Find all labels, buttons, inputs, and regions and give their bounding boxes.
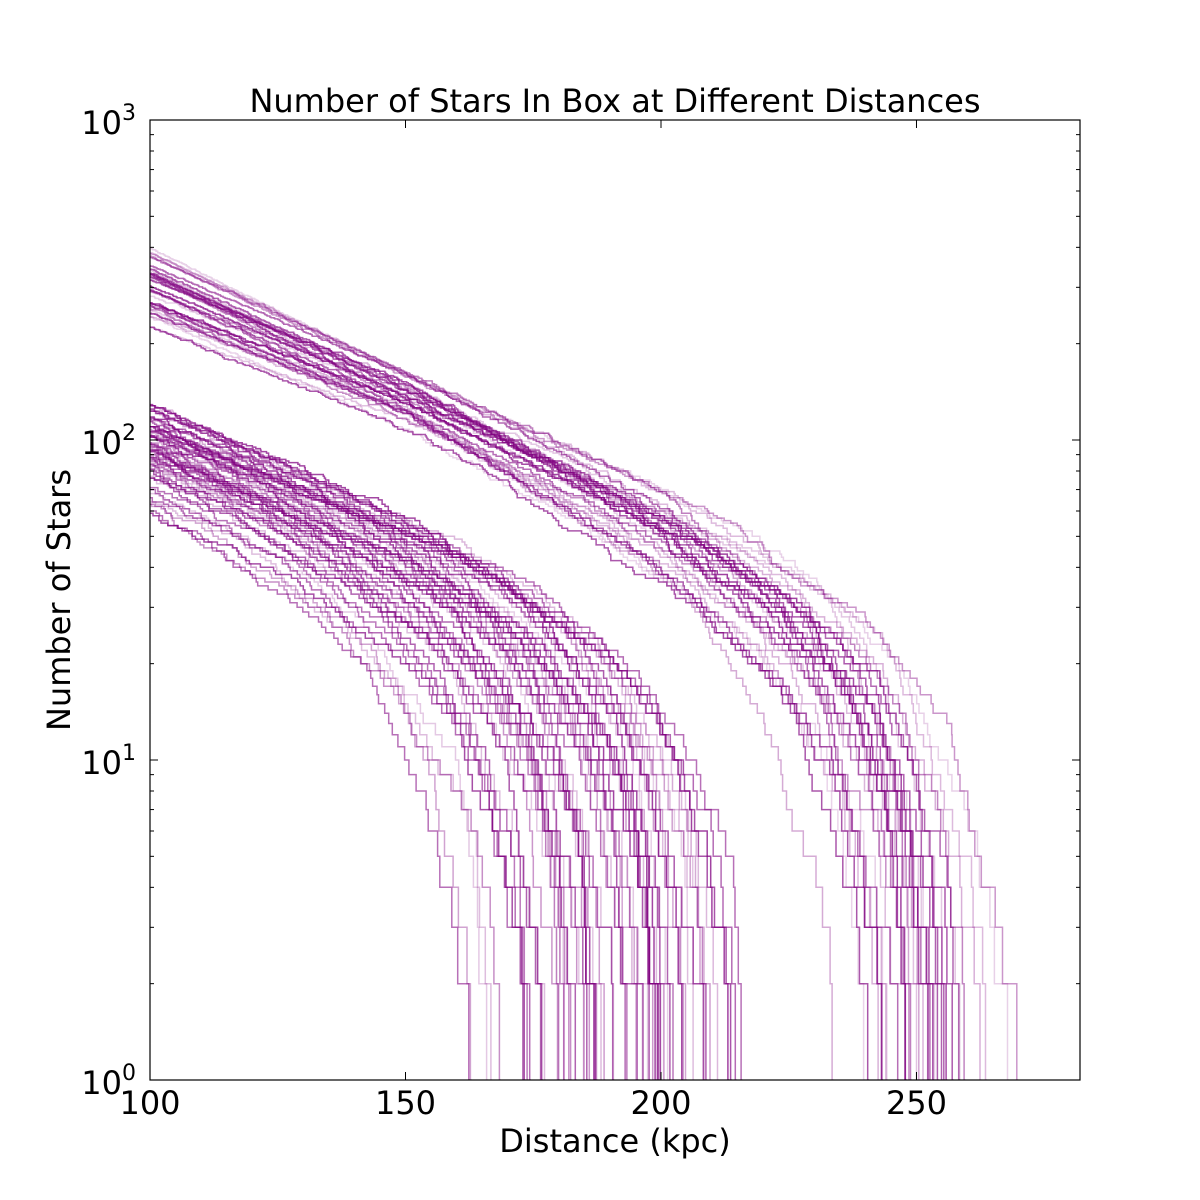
x-tick-label: 250 <box>886 1084 947 1122</box>
series-line-41 <box>150 503 501 1080</box>
series-line-27 <box>150 304 869 1080</box>
series-line-75 <box>150 421 737 1080</box>
series-line-66 <box>150 510 471 1080</box>
y-tick-label: 100 <box>81 1061 136 1102</box>
series-line-67 <box>150 492 488 1080</box>
series-line-99 <box>150 403 732 1080</box>
series-line-93 <box>150 463 598 1080</box>
x-tick-label: 150 <box>375 1084 436 1122</box>
x-axis-label: Distance (kpc) <box>499 1122 731 1160</box>
series-line-20 <box>150 269 961 1080</box>
series-layer <box>150 247 1019 1080</box>
series-line-45 <box>150 436 672 1080</box>
series-line-73 <box>150 447 644 1080</box>
series-line-51 <box>150 443 627 1080</box>
series-line-7 <box>150 308 911 1080</box>
series-line-32 <box>150 252 987 1080</box>
series-line-37 <box>150 503 472 1080</box>
plot-frame <box>149 119 1081 1081</box>
series-line-19 <box>150 285 907 1080</box>
series-line-21 <box>150 268 954 1080</box>
x-tick-label: 100 <box>119 1084 180 1122</box>
series-line-3 <box>150 276 931 1080</box>
series-line-10 <box>150 272 960 1080</box>
series-line-11 <box>150 247 1009 1080</box>
series-line-79 <box>150 486 525 1080</box>
series-line-86 <box>150 444 649 1080</box>
series-line-58 <box>150 463 615 1080</box>
series-line-52 <box>150 496 531 1080</box>
y-tick-label: 101 <box>81 741 136 782</box>
series-line-22 <box>150 326 883 1080</box>
series-line-85 <box>150 442 603 1080</box>
series-line-12 <box>150 315 932 1080</box>
series-line-95 <box>150 409 712 1080</box>
y-axis-label: Number of Stars <box>40 469 78 731</box>
series-line-34 <box>150 326 918 1080</box>
ticks-layer: 100 150 200 250 100 101 102 103 <box>81 101 1080 1122</box>
series-line-59 <box>150 435 687 1080</box>
series-line-74 <box>150 458 560 1080</box>
series-line-98 <box>150 453 614 1080</box>
series-line-92 <box>150 426 669 1080</box>
labels-layer: Number of Stars In Box at Different Dist… <box>40 82 981 1160</box>
series-line-64 <box>150 477 542 1080</box>
chart-title: Number of Stars In Box at Different Dist… <box>249 82 980 120</box>
series-line-50 <box>150 450 571 1080</box>
series-line-33 <box>150 275 921 1080</box>
series-line-76 <box>150 457 559 1080</box>
series-line-6 <box>150 256 912 1080</box>
series-line-31 <box>150 302 948 1080</box>
series-line-30 <box>150 290 966 1080</box>
x-tick-label: 200 <box>630 1084 691 1122</box>
series-line-87 <box>150 432 628 1080</box>
series-line-88 <box>150 408 660 1080</box>
series-line-72 <box>150 501 493 1080</box>
series-line-28 <box>150 265 907 1080</box>
series-line-83 <box>150 460 598 1080</box>
y-tick-label: 103 <box>81 101 136 142</box>
series-line-23 <box>150 274 880 1080</box>
series-line-78 <box>150 428 654 1080</box>
series-line-80 <box>150 463 586 1080</box>
series-line-26 <box>150 278 932 1080</box>
y-tick-label: 102 <box>81 421 136 462</box>
series-line-18 <box>150 274 939 1080</box>
series-line-13 <box>150 302 888 1080</box>
series-line-65 <box>150 512 526 1080</box>
series-line-17 <box>150 312 884 1080</box>
